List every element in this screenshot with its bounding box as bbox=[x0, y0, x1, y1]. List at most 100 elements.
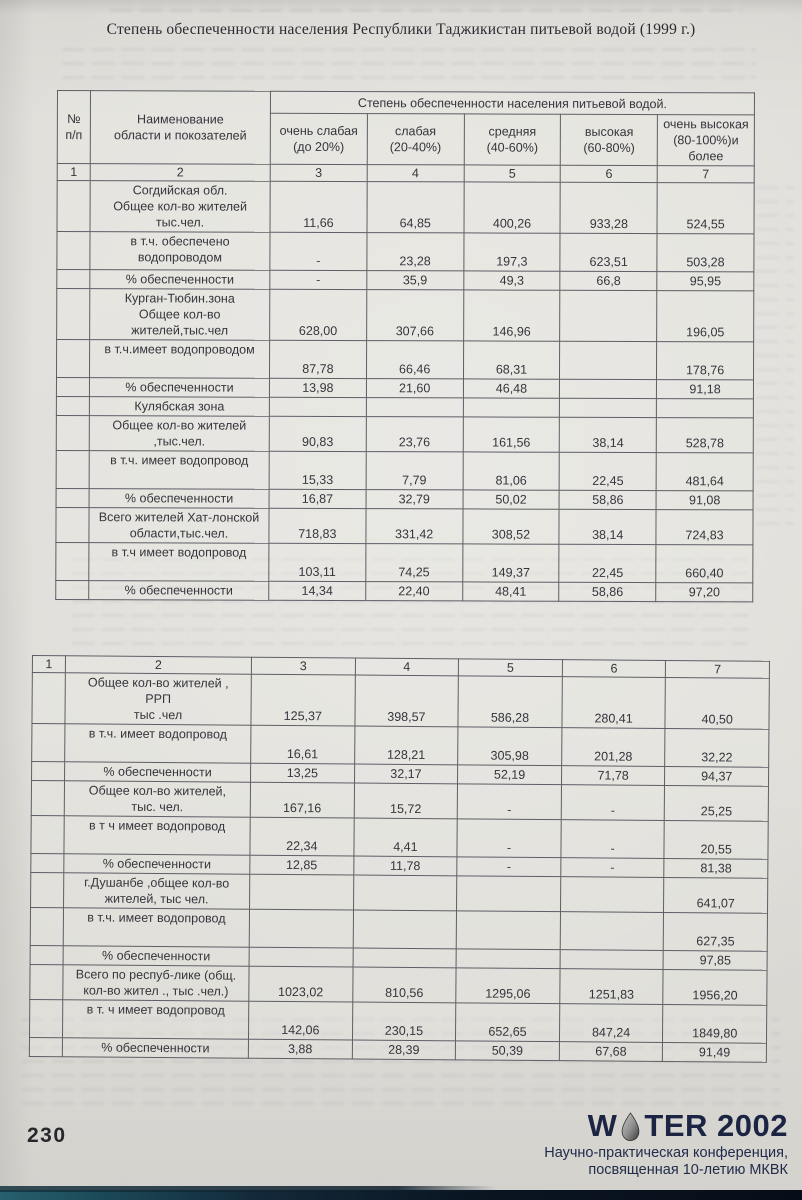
value-cell: 97,20 bbox=[655, 582, 753, 602]
value-cell: - bbox=[457, 783, 562, 820]
value-cell: 38,14 bbox=[559, 417, 657, 453]
value-cell: 35,9 bbox=[366, 270, 464, 290]
value-cell bbox=[559, 398, 657, 418]
value-cell: 146,96 bbox=[463, 289, 561, 342]
value-cell: 74,25 bbox=[365, 543, 463, 582]
index-cell: 5 bbox=[458, 658, 563, 677]
value-cell: 308,52 bbox=[462, 508, 560, 545]
value-cell: 398,57 bbox=[354, 675, 459, 727]
value-cell: 81,38 bbox=[664, 858, 768, 879]
row-label: в т. ч имеет водопровод bbox=[62, 999, 249, 1040]
value-cell: 32,17 bbox=[354, 764, 458, 784]
value-cell bbox=[353, 875, 457, 911]
value-cell: 623,51 bbox=[560, 233, 658, 272]
water-drop-icon bbox=[622, 1112, 640, 1141]
value-cell: 280,41 bbox=[561, 676, 666, 729]
value-cell: 481,64 bbox=[656, 452, 754, 491]
index-cell: 1 bbox=[32, 655, 66, 673]
value-cell bbox=[456, 948, 560, 969]
value-cell: 22,45 bbox=[559, 544, 657, 583]
value-cell: 16,61 bbox=[250, 725, 355, 765]
row-label: Согдийская обл. Общее кол-во жителей тыс… bbox=[90, 180, 271, 233]
value-cell: 12,85 bbox=[249, 855, 354, 876]
row-label: % обеспеченности bbox=[89, 377, 270, 398]
value-cell: 718,83 bbox=[268, 508, 366, 544]
value-cell: 52,19 bbox=[457, 764, 562, 785]
row-number-cell bbox=[56, 339, 90, 378]
table-row: в т ч имеет водопровод 22,34 4,41 - - 20… bbox=[30, 815, 769, 860]
value-cell: 91,18 bbox=[656, 379, 754, 399]
value-cell: 40,50 bbox=[665, 677, 770, 730]
row-label: Общее кол-во жителей ,тыс.чел. bbox=[89, 415, 270, 452]
water-2002-logo: W TER 2002 bbox=[544, 1110, 788, 1141]
value-cell: - bbox=[269, 270, 367, 290]
value-cell: - bbox=[561, 784, 665, 821]
value-cell: 1251,83 bbox=[559, 968, 664, 1005]
value-cell bbox=[656, 398, 754, 418]
value-cell: 50,39 bbox=[455, 1040, 560, 1061]
value-cell: 11,78 bbox=[353, 856, 458, 876]
table-row: в т.ч имеет водопровод 103,11 74,25 149,… bbox=[55, 542, 753, 583]
value-cell bbox=[352, 910, 457, 949]
row-number-cell bbox=[30, 872, 64, 908]
row-label: в т.ч. имеет водопровод bbox=[89, 450, 270, 490]
value-cell: 23,28 bbox=[366, 232, 464, 271]
value-cell: 128,21 bbox=[354, 726, 459, 765]
index-cell: 5 bbox=[463, 164, 561, 183]
value-cell: 11,66 bbox=[270, 181, 367, 233]
value-cell: 528,78 bbox=[656, 417, 754, 453]
value-cell: 32,79 bbox=[365, 489, 463, 509]
row-number-cell bbox=[56, 288, 90, 340]
value-cell: 178,76 bbox=[656, 341, 754, 380]
table-row: Всего по респуб-лике (общ. кол-во жител … bbox=[29, 964, 768, 1006]
row-label: % обеспеченности bbox=[89, 269, 270, 290]
table-row: в т. ч имеет водопровод 142,06 230,15 65… bbox=[29, 999, 767, 1044]
value-cell: 197,3 bbox=[463, 232, 561, 272]
row-label: в т.ч. имеет водопровод bbox=[64, 723, 251, 764]
value-cell: - bbox=[269, 232, 367, 271]
row-label: % обеспеченности bbox=[89, 488, 270, 509]
value-cell: 305,98 bbox=[457, 726, 562, 766]
index-cell: 3 bbox=[270, 164, 368, 182]
value-cell: 13,98 bbox=[269, 378, 367, 398]
table-row: % обеспеченности 13,98 21,60 46,48 91,18 bbox=[56, 377, 754, 399]
value-cell: 196,05 bbox=[656, 290, 754, 342]
table-row: Общее кол-во жителей ,тыс.чел. 90,83 23,… bbox=[56, 415, 754, 453]
page-title: Степень обеспеченности населения Республ… bbox=[106, 21, 696, 38]
value-cell bbox=[559, 949, 664, 970]
row-label: в т.ч. имеет водопровод bbox=[63, 907, 250, 948]
value-cell: 91,08 bbox=[656, 490, 754, 510]
value-cell bbox=[456, 875, 561, 912]
row-number-cell bbox=[31, 780, 65, 816]
logo-text-ter-2002: TER 2002 bbox=[644, 1108, 788, 1143]
value-cell bbox=[462, 397, 560, 418]
value-cell: 46,48 bbox=[463, 378, 560, 399]
row-label: Кулябская зона bbox=[89, 396, 270, 417]
row-label: % обеспеченности bbox=[62, 1037, 249, 1059]
row-number-cell bbox=[56, 396, 90, 416]
conference-caption-line1: Научно-практическая конференция, bbox=[544, 1145, 788, 1161]
value-cell: 103,11 bbox=[268, 543, 366, 582]
row-label: в т ч имеет водопровод bbox=[63, 815, 251, 856]
value-cell: 230,15 bbox=[352, 1002, 456, 1041]
value-cell: 22,45 bbox=[559, 452, 657, 491]
table-row: Общее кол-во жителей, тыс. чел. 167,16 1… bbox=[31, 780, 769, 822]
value-cell: 724,83 bbox=[656, 509, 754, 545]
table-row: % обеспеченности 16,87 32,79 50,02 58,86… bbox=[56, 488, 754, 510]
row-number-cell bbox=[30, 907, 64, 946]
table1-span-header: Степень обеспеченности населения питьево… bbox=[270, 91, 755, 115]
index-cell: 2 bbox=[90, 163, 271, 182]
value-cell: 97,85 bbox=[663, 950, 768, 971]
value-cell: 307,66 bbox=[366, 289, 464, 341]
value-cell: 400,26 bbox=[463, 181, 561, 234]
row-label: в т.ч имеет водопровод bbox=[88, 542, 269, 582]
row-number-cell bbox=[31, 761, 65, 781]
value-cell: 67,68 bbox=[559, 1041, 663, 1062]
value-cell: 3,88 bbox=[248, 1039, 353, 1060]
table-row: г.Душанбе ,общее кол-во жителей, тыс чел… bbox=[30, 872, 768, 914]
scan-book-edge bbox=[0, 1190, 802, 1200]
value-cell: 25,25 bbox=[664, 785, 769, 822]
value-cell: 167,16 bbox=[250, 782, 355, 819]
value-cell: 627,35 bbox=[663, 912, 768, 952]
value-cell: 16,87 bbox=[269, 489, 366, 509]
